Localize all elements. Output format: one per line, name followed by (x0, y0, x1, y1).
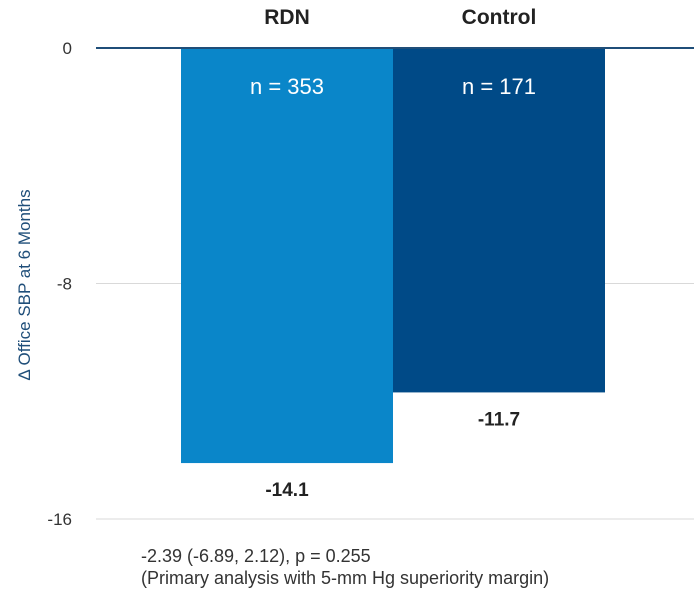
footnote-analysis-note: (Primary analysis with 5-mm Hg superiori… (141, 568, 550, 588)
value-label: -11.7 (478, 409, 520, 430)
sample-size-label: n = 171 (462, 74, 536, 99)
y-tick-label: -16 (47, 510, 72, 529)
bar-chart: 0 -8 -16 RDN n = 353 -14.1 Control n = 171 -11.7… (15, 6, 694, 529)
sample-size-label: n = 353 (250, 74, 324, 99)
value-label: -14.1 (265, 480, 309, 501)
labels: 0 -8 -16 RDN n = 353 -14.1 Control n = 171 -11.7 (47, 6, 536, 529)
footnote-statistic: -2.39 (-6.89, 2.12), p = 0.255 (141, 546, 371, 566)
bar-rdn (181, 48, 393, 464)
bar-control (393, 48, 605, 393)
category-label: Control (462, 6, 537, 29)
y-axis-label: Δ Office SBP at 6 Months (15, 189, 34, 380)
category-label: RDN (264, 6, 310, 29)
y-tick-label: 0 (63, 39, 72, 58)
bars (96, 47, 694, 464)
y-tick-label: -8 (57, 275, 72, 294)
